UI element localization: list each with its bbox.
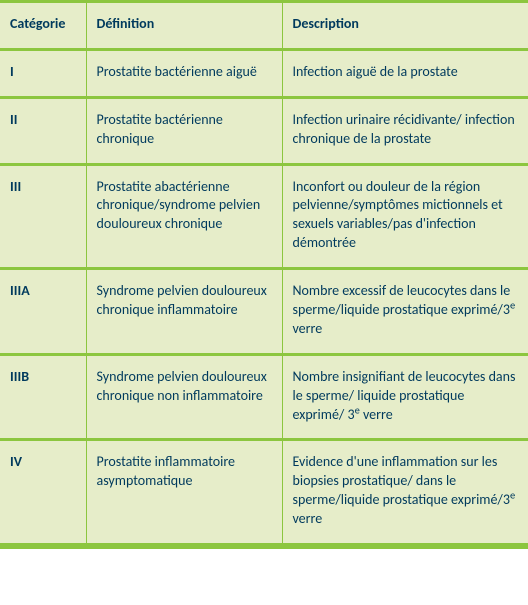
cell-description: Infection urinaire récidivante/ infectio… (282, 97, 528, 164)
table-body: IProstatite bactérienne aiguëInfection a… (0, 49, 528, 544)
table-row: IProstatite bactérienne aiguëInfection a… (0, 49, 528, 97)
col-header-category: Catégorie (0, 3, 86, 49)
cell-definition: Prostatite abactérienne chronique/syndro… (86, 164, 282, 269)
cell-category: III (0, 164, 86, 269)
cell-description: Nombre insignifiant de leucocytes dans l… (282, 354, 528, 440)
cell-definition: Prostatite bactérienne chronique (86, 97, 282, 164)
table-row: IVProstatite inflammatoire asymptomatiqu… (0, 440, 528, 545)
cell-description: Infection aiguë de la prostate (282, 49, 528, 97)
cell-definition: Syndrome pelvien douloureux chronique in… (86, 269, 282, 355)
cell-category: I (0, 49, 86, 97)
cell-description: Inconfort ou douleur de la région pelvie… (282, 164, 528, 269)
table-row: IIIProstatite abactérienne chronique/syn… (0, 164, 528, 269)
cell-category: II (0, 97, 86, 164)
table-row: IIProstatite bactérienne chroniqueInfect… (0, 97, 528, 164)
col-header-description: Description (282, 3, 528, 49)
table-header-row: Catégorie Définition Description (0, 3, 528, 49)
cell-description: Nombre excessif de leucocytes dans le sp… (282, 269, 528, 355)
cell-category: IV (0, 440, 86, 545)
cell-category: IIIA (0, 269, 86, 355)
classification-table: Catégorie Définition Description IProsta… (0, 3, 528, 546)
table-row: IIIBSyndrome pelvien douloureux chroniqu… (0, 354, 528, 440)
cell-description: Evidence d'une inflammation sur les biop… (282, 440, 528, 545)
cell-definition: Prostatite bactérienne aiguë (86, 49, 282, 97)
col-header-definition: Définition (86, 3, 282, 49)
classification-table-container: Catégorie Définition Description IProsta… (0, 0, 528, 549)
cell-definition: Syndrome pelvien douloureux chronique no… (86, 354, 282, 440)
cell-definition: Prostatite inflammatoire asymptomatique (86, 440, 282, 545)
table-row: IIIASyndrome pelvien douloureux chroniqu… (0, 269, 528, 355)
cell-category: IIIB (0, 354, 86, 440)
